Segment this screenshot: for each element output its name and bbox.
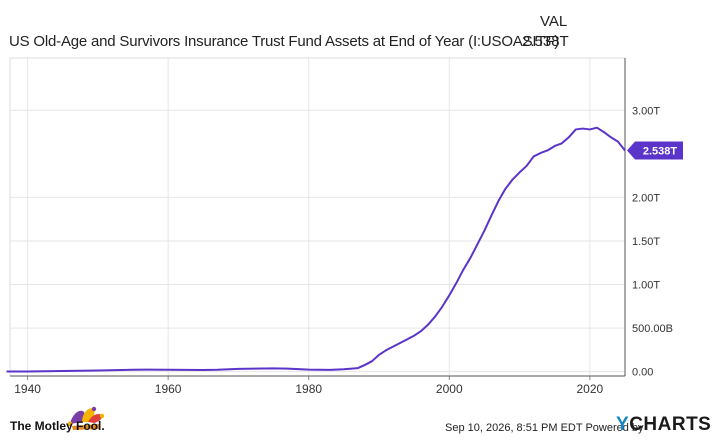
chart-header: US Old-Age and Survivors Insurance Trust… [0,0,720,56]
x-tick-label: 2000 [436,382,463,396]
jester-hat-icon [67,406,105,430]
motley-fool-logo [6,406,166,438]
axes [9,57,626,380]
x-tick-label: 2020 [577,382,604,396]
powered-by-text: Powered by [585,422,644,434]
y-tick-label: 1.00T [632,280,660,292]
x-tick-label: 1940 [14,382,41,396]
chart-title: US Old-Age and Survivors Insurance Trust… [9,33,560,50]
grid-lines [10,58,625,376]
y-tick-label: 500.00B [632,323,673,335]
y-tick-label: 1.50T [632,236,660,248]
ycharts-logo-text: CHARTS [629,414,712,435]
x-tick-label: 1980 [295,382,322,396]
y-tick-label: 0.00 [632,367,653,379]
x-tick-label: 1960 [155,382,182,396]
ycharts-logo-y: Y [616,414,630,435]
ycharts-logo: YCHARTS [616,414,711,436]
motley-fool-wordmark: The Motley Fool. [10,419,105,433]
current-value: 2.538T [522,33,569,50]
tick-labels: 0.00 500.00B 1.00T 1.50T 2.00T 3.00T 1940 1960 1… [14,105,673,396]
value-column-heading: VAL [540,13,568,30]
last-value-label: 2.538T [643,146,678,158]
series-line [6,126,626,373]
series-layer: 2.538T [6,126,683,373]
last-value-badge [627,141,683,160]
timestamp: Sep 10, 2026, 8:51 PM EDT Powered by [445,422,644,434]
timestamp-text: Sep 10, 2026, 8:51 PM EDT [445,422,583,434]
y-tick-label: 3.00T [632,105,660,117]
y-tick-label: 2.00T [632,192,660,204]
